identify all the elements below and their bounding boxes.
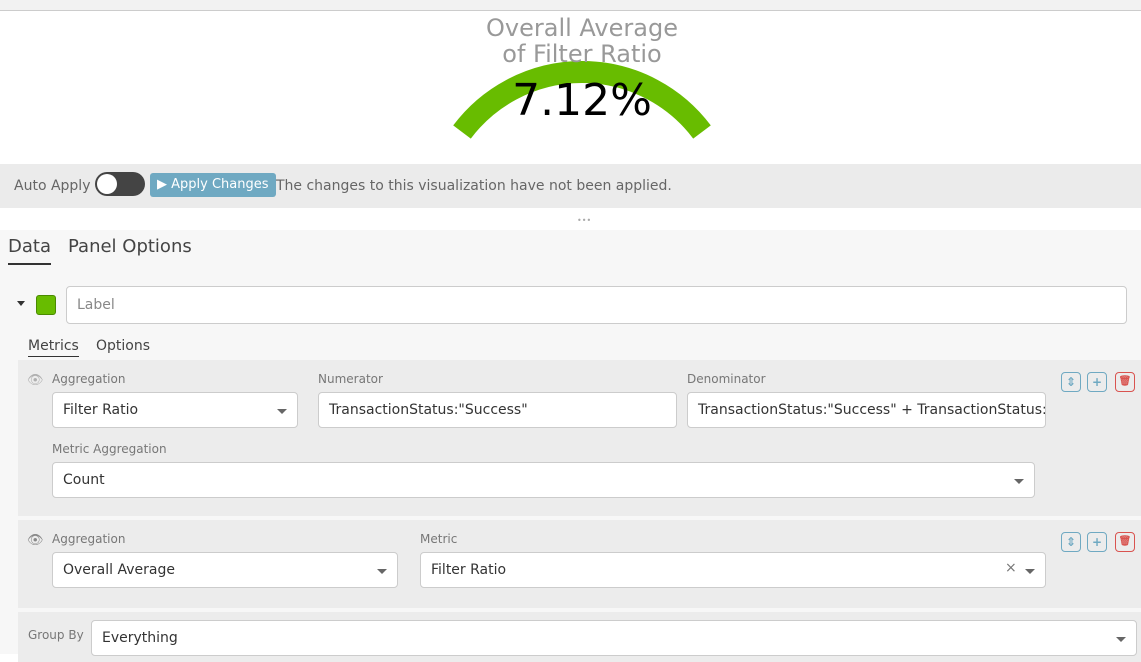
metric-row-2: 👁 Aggregation Overall Average Metric Fil… — [18, 520, 1141, 608]
tab-panel-options[interactable]: Panel Options — [68, 236, 192, 257]
subtab-metrics[interactable]: Metrics — [28, 338, 79, 357]
metric-label: Metric — [420, 532, 458, 546]
gauge-title: Overall Average of Filter Ratio — [0, 15, 1141, 67]
aggregation-label: Aggregation — [52, 372, 126, 386]
gauge-panel: Overall Average of Filter Ratio 7.12% — [0, 11, 1141, 164]
add-icon[interactable]: + — [1087, 532, 1107, 552]
gauge-fill — [453, 61, 711, 139]
clear-icon[interactable]: × — [1005, 560, 1017, 576]
metric-select[interactable]: Filter Ratio — [420, 552, 1046, 588]
sort-icon[interactable]: ⇕ — [1061, 532, 1081, 552]
denominator-input[interactable]: TransactionStatus:"Success" + Transactio… — [687, 392, 1046, 428]
series-label-input[interactable]: Label — [66, 286, 1127, 324]
gauge-value: 7.12% — [512, 75, 652, 126]
gauge-title-line2: of Filter Ratio — [502, 40, 662, 68]
auto-apply-label: Auto Apply — [14, 178, 91, 194]
metric-row-1: 👁 Aggregation Filter Ratio Numerator Tra… — [18, 360, 1141, 516]
series-color-swatch[interactable] — [36, 295, 56, 315]
gauge-title-line1: Overall Average — [486, 14, 678, 42]
group-by-row: Group By Everything — [18, 612, 1141, 662]
numerator-input[interactable]: TransactionStatus:"Success" — [318, 392, 677, 428]
eye-hidden-icon[interactable]: 👁 — [27, 373, 44, 388]
resize-handle[interactable]: ••• — [577, 216, 592, 225]
eye-icon[interactable]: 👁 — [27, 533, 44, 548]
auto-apply-toggle[interactable] — [95, 172, 145, 196]
denominator-label: Denominator — [687, 372, 766, 386]
gauge-arc — [453, 61, 711, 139]
apply-bar: Auto Apply ▶ Apply Changes The changes t… — [0, 164, 1141, 208]
tab-data[interactable]: Data — [8, 236, 51, 265]
editor-tabs: Data Panel Options — [0, 230, 1141, 266]
group-by-select[interactable]: Everything — [91, 620, 1137, 656]
group-by-label: Group By — [28, 628, 84, 642]
sort-icon[interactable]: ⇕ — [1061, 372, 1081, 392]
apply-changes-button[interactable]: ▶ Apply Changes — [150, 173, 276, 197]
delete-icon[interactable]: 🗑 — [1115, 372, 1135, 392]
collapse-caret-icon[interactable] — [17, 301, 25, 310]
add-icon[interactable]: + — [1087, 372, 1107, 392]
apply-message: The changes to this visualization have n… — [276, 178, 672, 194]
metric-aggregation-select[interactable]: Count — [52, 462, 1035, 498]
delete-icon[interactable]: 🗑 — [1115, 532, 1135, 552]
aggregation-select[interactable]: Overall Average — [52, 552, 398, 588]
series-editor: Label Metrics Options 👁 Aggregation Filt… — [0, 266, 1141, 662]
aggregation-select[interactable]: Filter Ratio — [52, 392, 298, 428]
numerator-label: Numerator — [318, 372, 383, 386]
aggregation-label: Aggregation — [52, 532, 126, 546]
metric-aggregation-label: Metric Aggregation — [52, 442, 167, 456]
subtab-options[interactable]: Options — [96, 338, 151, 354]
bookmarks-bar — [0, 0, 1141, 11]
